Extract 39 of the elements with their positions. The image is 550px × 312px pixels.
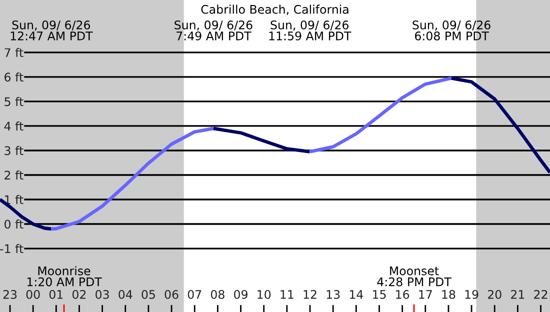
x-tick-label: 18 [442,290,456,299]
x-tick-label: 08 [210,290,224,299]
x-tick-label: 04 [118,290,132,299]
y-tick-label: 5 ft [4,96,24,106]
annotation: Sun, 09/ 6/26 7:49 AM PDT [174,20,252,40]
y-tick-label: 0 ft [4,220,24,229]
x-tick-label: 05 [142,290,155,299]
x-tick-label: 11 [280,290,294,299]
x-tick-label: 17 [419,290,432,299]
x-tick-label: 07 [188,290,202,299]
x-tick-label: 02 [72,290,86,299]
x-tick-label: 19 [465,290,478,299]
annotation: Moonrise 1:20 AM PDT [27,266,102,286]
x-tick-label: 23 [3,290,17,299]
x-tick-label: 09 [234,290,248,299]
annotation: Sun, 09/ 6/26 12:47 AM PDT [10,20,93,40]
x-tick-label: 12 [304,290,316,299]
x-tick-label: 00 [26,290,40,299]
y-tick-label: 3 ft [4,146,24,156]
x-tick-label: 13 [326,290,340,299]
annotation: Sun, 09/ 6/26 6:08 PM PDT [412,20,490,40]
x-tick-label: 21 [511,290,524,299]
y-tick-label: -1 ft [0,244,24,254]
y-tick-label: 7 ft [4,48,24,57]
x-tick-label: 01 [49,290,63,299]
chart-title: Cabrillo Beach, California [201,4,348,16]
y-tick-label: 6 ft [4,72,24,82]
x-tick-label: 10 [258,290,271,299]
x-tick-label: 03 [96,290,109,299]
x-tick-label: 06 [164,290,178,299]
y-tick-label: 2 ft [4,170,24,180]
annotation: Moonset 4:28 PM PDT [377,266,452,286]
y-tick-label: 4 ft [4,121,24,130]
x-tick-label: 14 [350,290,364,299]
annotation: Sun, 09/ 6/26 11:59 AM PDT [269,20,352,40]
x-tick-label: 15 [373,290,386,299]
x-tick-label: 16 [396,290,410,299]
x-tick-label: 22 [534,290,548,299]
x-tick-label: 20 [488,290,502,299]
